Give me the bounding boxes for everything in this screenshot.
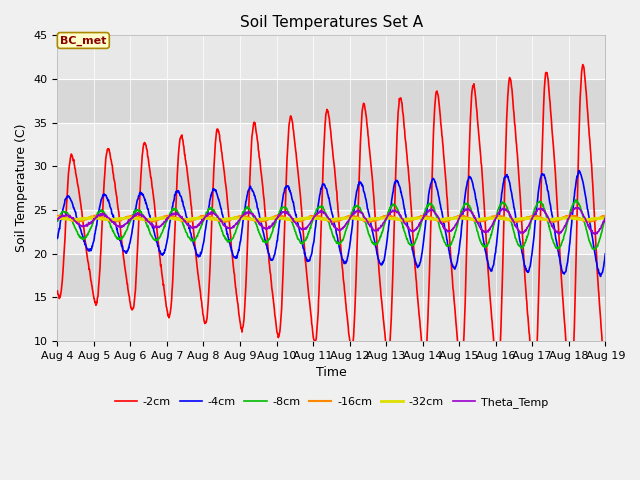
-16cm [237, 213, 244, 219]
-32cm [290, 217, 298, 223]
Line: -32cm: -32cm [58, 217, 605, 220]
Bar [58, 36, 605, 79]
Line: -2cm: -2cm [58, 65, 605, 387]
-8cm [417, 224, 424, 230]
-8cm [590, 246, 598, 252]
Title: Soil Temperatures Set A: Soil Temperatures Set A [240, 15, 423, 30]
Bar [58, 253, 605, 297]
-16cm [566, 212, 573, 218]
-4cm [488, 268, 495, 274]
Theta_Temp [602, 215, 609, 221]
Theta_Temp [575, 205, 582, 211]
-4cm [536, 177, 544, 182]
Line: -4cm: -4cm [58, 170, 605, 276]
-32cm [88, 215, 96, 220]
-2cm [162, 300, 170, 306]
Theta_Temp [417, 220, 424, 226]
-16cm [176, 216, 184, 222]
-8cm [488, 230, 495, 236]
-32cm [489, 216, 497, 221]
Bar [58, 167, 605, 210]
-8cm [572, 197, 580, 203]
-4cm [417, 260, 424, 265]
-2cm [175, 143, 183, 148]
-32cm [602, 216, 609, 221]
Legend: -2cm, -4cm, -8cm, -16cm, -32cm, Theta_Temp: -2cm, -4cm, -8cm, -16cm, -32cm, Theta_Te… [111, 393, 552, 412]
Theta_Temp [536, 206, 544, 212]
-2cm [536, 230, 544, 236]
-32cm [54, 215, 61, 221]
-4cm [175, 190, 183, 195]
Line: -16cm: -16cm [58, 215, 605, 222]
Y-axis label: Soil Temperature (C): Soil Temperature (C) [15, 124, 28, 252]
-8cm [237, 216, 244, 221]
-16cm [602, 214, 609, 219]
Theta_Temp [237, 216, 244, 221]
Bar [58, 123, 605, 167]
-4cm [162, 244, 170, 250]
Line: Theta_Temp: Theta_Temp [58, 208, 605, 234]
-32cm [417, 215, 425, 221]
-2cm [488, 316, 495, 322]
-16cm [417, 214, 424, 219]
-32cm [163, 215, 170, 221]
-32cm [176, 216, 184, 222]
Theta_Temp [175, 213, 183, 218]
-32cm [537, 216, 545, 222]
Bar [58, 210, 605, 253]
Bar [58, 297, 605, 341]
-32cm [237, 215, 244, 221]
-16cm [54, 213, 61, 219]
-8cm [162, 220, 170, 226]
Text: BC_met: BC_met [60, 36, 106, 46]
-16cm [110, 219, 118, 225]
Theta_Temp [162, 217, 170, 223]
-16cm [537, 215, 545, 220]
Bar [58, 79, 605, 123]
-2cm [602, 378, 609, 384]
X-axis label: Time: Time [316, 366, 347, 379]
Theta_Temp [54, 216, 61, 222]
-2cm [566, 384, 574, 390]
-2cm [54, 288, 61, 294]
-2cm [579, 62, 587, 68]
Line: -8cm: -8cm [58, 200, 605, 249]
-8cm [54, 218, 61, 224]
-2cm [237, 322, 244, 327]
Theta_Temp [488, 223, 495, 229]
-8cm [602, 215, 609, 220]
Theta_Temp [555, 231, 563, 237]
-4cm [602, 251, 609, 257]
-4cm [597, 274, 605, 279]
-4cm [237, 239, 244, 244]
-4cm [575, 168, 583, 173]
-2cm [417, 324, 424, 330]
-16cm [163, 214, 170, 219]
-4cm [54, 235, 61, 241]
-8cm [536, 200, 544, 205]
-16cm [488, 214, 496, 219]
-8cm [175, 212, 183, 218]
